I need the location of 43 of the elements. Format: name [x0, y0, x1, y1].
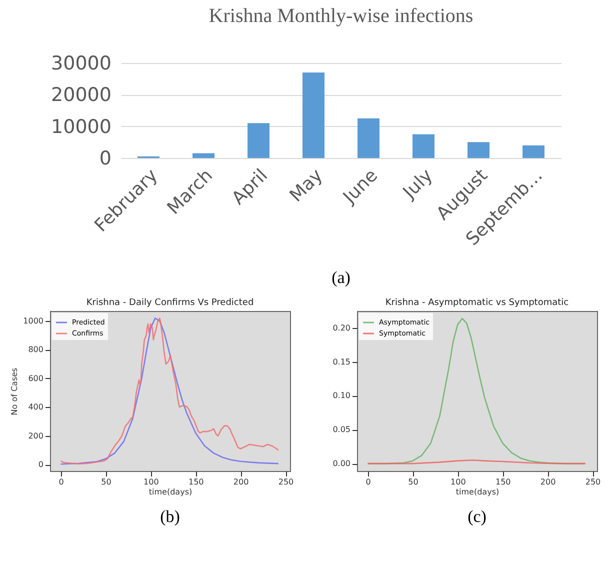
bar: [522, 145, 544, 158]
chart-title: Krishna - Asymptomatic vs Symptomatic: [385, 298, 569, 308]
x-tick-label: 150: [495, 478, 511, 486]
text: (b): [160, 507, 180, 526]
y-tick-label: 200: [28, 431, 44, 440]
x-tick-label: 100: [144, 478, 159, 486]
y-tick-label: 800: [28, 345, 44, 354]
x-tick-label: 150: [188, 478, 204, 486]
y-tick-label: 0: [38, 460, 44, 470]
bar: [248, 123, 270, 158]
y-tick-label: 0.10: [332, 391, 350, 400]
y-tick-label: 1000: [23, 316, 44, 326]
x-tick-label: 0: [366, 478, 371, 486]
bar: [192, 153, 214, 158]
chart-title: Krishna Monthly-wise infections: [208, 5, 474, 27]
x-axis-title: time(days): [148, 488, 192, 496]
chart-title: Krishna - Daily Confirms Vs Predicted: [86, 298, 254, 308]
x-axis-title: time(days): [456, 488, 500, 496]
x-tick-label: 200: [233, 478, 249, 486]
bar: [358, 118, 380, 158]
bar: [468, 142, 490, 158]
y-axis-title: No of Cases: [10, 368, 20, 416]
bar: [302, 72, 324, 158]
x-tick-label: 0: [58, 478, 64, 486]
y-tick-label: 0.15: [332, 357, 350, 366]
y-tick-label: 400: [28, 402, 44, 412]
x-tick-label: 50: [101, 478, 112, 486]
x-tick-label: 50: [408, 478, 418, 486]
y-tick-label: 0.05: [332, 425, 350, 434]
x-tick-label: 250: [585, 478, 601, 486]
text: (a): [332, 268, 350, 287]
y-tick-label: 0.00: [332, 459, 350, 468]
x-tick-label: 100: [450, 478, 466, 486]
y-tick-label: 0.20: [332, 323, 350, 332]
y-tick-label: 30000: [51, 52, 112, 74]
text: (c): [468, 507, 486, 526]
bar: [412, 134, 434, 158]
x-tick-label: 250: [278, 478, 294, 486]
y-tick-label: 10000: [51, 116, 112, 138]
y-tick-label: 600: [28, 374, 44, 383]
y-tick-label: 20000: [51, 84, 112, 106]
y-tick-label: 0: [99, 148, 112, 170]
x-tick-label: 200: [540, 478, 556, 486]
